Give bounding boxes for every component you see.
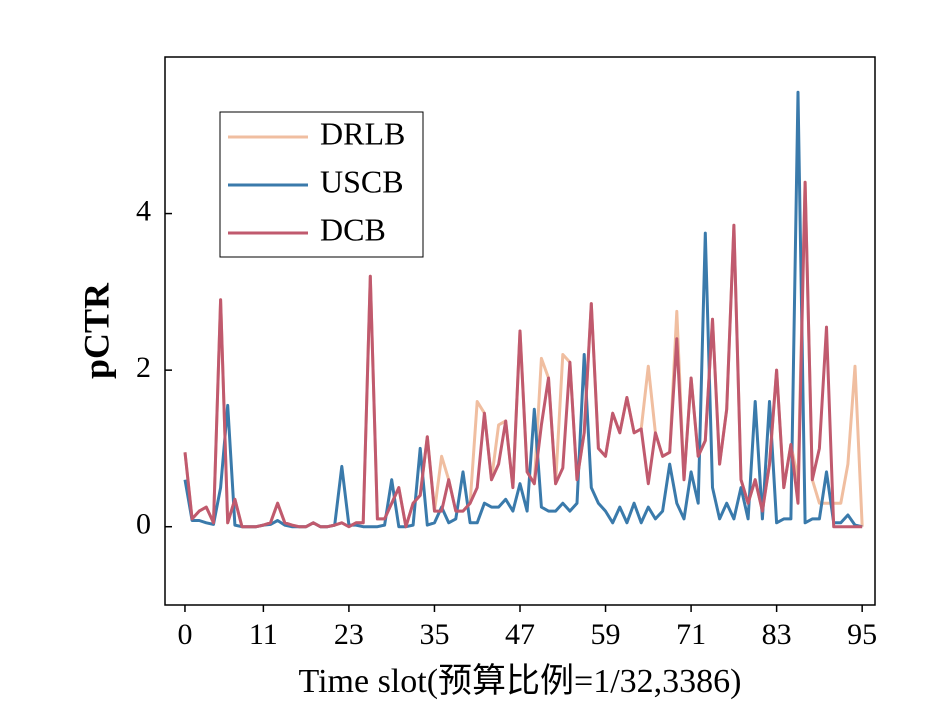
x-tick-label: 47: [505, 618, 535, 651]
x-tick-label: 83: [762, 618, 792, 651]
y-tick-label: 2: [136, 351, 151, 384]
x-axis-label: Time slot(预算比例=1/32,3386): [299, 662, 742, 700]
x-tick-label: 35: [419, 618, 449, 651]
x-tick-label: 0: [177, 618, 192, 651]
x-tick-label: 11: [249, 618, 278, 651]
x-tick-label: 23: [334, 618, 364, 651]
x-tick-label: 59: [591, 618, 621, 651]
y-axis-label: pCTR: [76, 282, 116, 379]
legend-label: DCB: [320, 211, 386, 247]
x-tick-label: 95: [847, 618, 877, 651]
legend-label: DRLB: [320, 115, 405, 151]
x-tick-label: 71: [676, 618, 706, 651]
line-series: [183, 180, 863, 529]
y-tick-label: 0: [136, 508, 151, 541]
y-tick-label: 4: [136, 194, 151, 227]
legend-label: USCB: [320, 163, 404, 199]
